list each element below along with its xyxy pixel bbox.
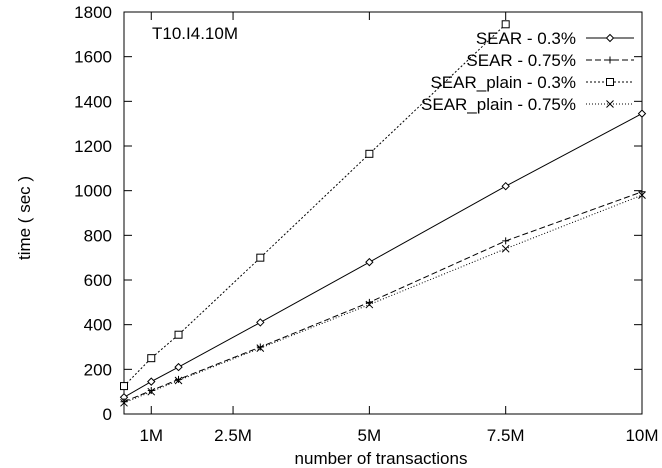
legend-marker [606,78,614,86]
y-tick-label: 1400 [74,92,112,111]
data-point [365,149,374,158]
legend: SEAR - 0.3% SEAR - 0.75% SEAR_plain - 0.3%… [421,29,634,114]
legend-entry-4: SEAR_plain - 0.75% [421,95,634,114]
legend-label: SEAR - 0.75% [466,51,576,70]
data-point [365,257,374,267]
data-point [120,382,128,391]
data-point [502,237,510,245]
data-point [147,387,156,396]
data-point [638,191,646,199]
y-tick-label: 1000 [74,182,112,201]
legend-entry-2: SEAR - 0.75% [466,51,634,70]
y-tick-label: 1200 [74,137,112,156]
y-tick-label: 1800 [74,3,112,22]
y-tick-label: 200 [84,360,112,379]
y-tick-label: 1600 [74,48,112,67]
legend-label: SEAR_plain - 0.3% [430,73,576,92]
axes: 0 200 400 600 800 1000 1200 1400 1600 1800 1M 2.5M 5… [74,3,658,445]
series-1 [119,109,647,402]
data-point [256,253,265,262]
series-3 [120,20,510,391]
data-point [147,354,156,363]
legend-marker [605,33,615,43]
legend-label: SEAR - 0.3% [476,29,576,48]
data-point [174,376,183,385]
data-point [120,398,128,407]
x-tick-label: 5M [358,426,382,445]
legend-marker [606,100,614,108]
x-tick-label: 10M [625,426,658,445]
series-4 [120,191,646,407]
series-line [123,113,643,398]
series-line [123,23,507,387]
x-tick-label: 1M [139,426,163,445]
data-point [638,188,646,196]
plot-frame [123,11,643,415]
data-point [637,109,647,118]
data-point [175,375,183,383]
series-line [123,191,643,403]
data-point [147,387,155,395]
data-point [256,318,265,327]
x-tick-label: 7.5M [487,426,525,445]
legend-label: SEAR_plain - 0.75% [421,95,576,114]
data-point [501,244,510,253]
series-line [123,194,643,404]
x-axis-label: number of transactions [295,449,468,468]
legend-entry-3: SEAR_plain - 0.3% [430,73,634,92]
data-point [256,343,264,351]
legend-entry-1: SEAR - 0.3% [476,29,634,48]
series-layer [119,20,647,407]
y-tick-label: 600 [84,271,112,290]
data-point [256,344,265,352]
chart-annotation: T10.I4.10M [152,24,238,43]
data-point [147,377,156,386]
y-tick-label: 400 [84,316,112,335]
x-tick-label: 2.5M [214,426,252,445]
data-point [365,300,374,309]
data-point [501,20,510,29]
legend-marker [606,56,614,64]
y-tick-label: 800 [84,226,112,245]
data-point [501,181,510,191]
y-axis-label: time ( sec ) [15,176,34,260]
data-point [120,398,128,406]
y-tick-label: 0 [103,405,112,424]
data-point [174,362,183,372]
data-point [174,330,183,339]
